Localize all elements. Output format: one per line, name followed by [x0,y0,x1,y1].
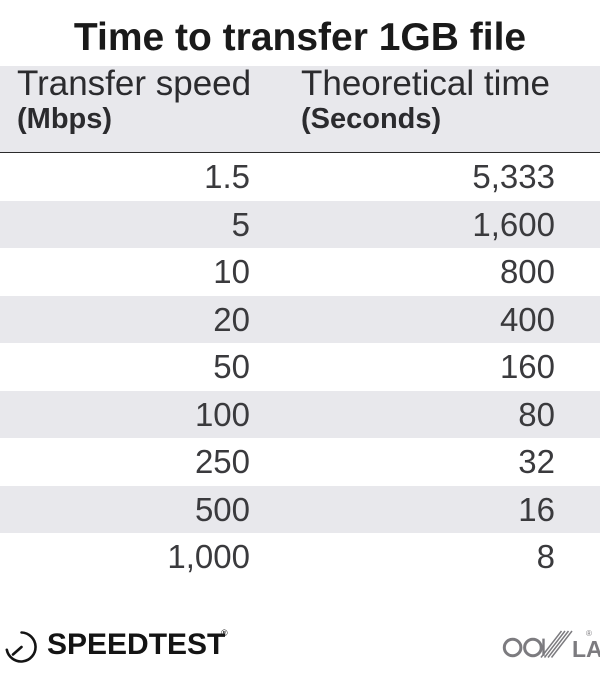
svg-text:SPEEDTEST: SPEEDTEST [47,628,225,661]
svg-text:®: ® [586,629,592,638]
svg-text:LA: LA [572,636,600,662]
svg-text:®: ® [221,628,228,638]
